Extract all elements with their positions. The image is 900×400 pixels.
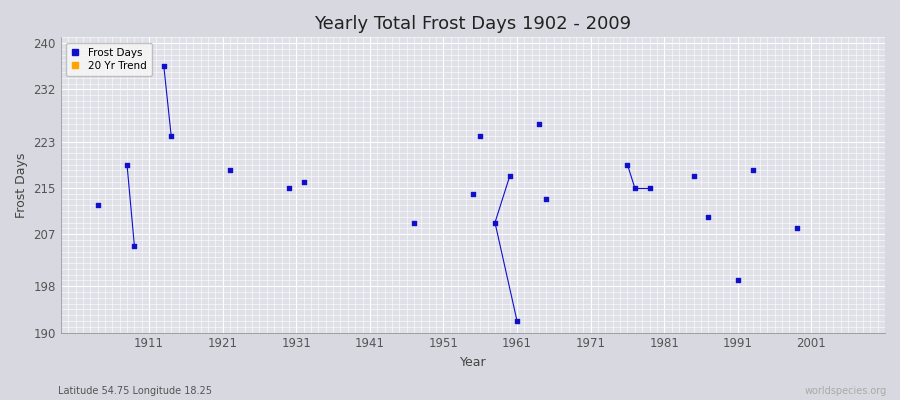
Point — [643, 185, 657, 191]
Point — [731, 277, 745, 284]
Y-axis label: Frost Days: Frost Days — [15, 152, 28, 218]
Point — [407, 219, 421, 226]
Title: Yearly Total Frost Days 1902 - 2009: Yearly Total Frost Days 1902 - 2009 — [314, 15, 632, 33]
Point — [164, 132, 178, 139]
Point — [620, 162, 634, 168]
Point — [502, 173, 517, 180]
Point — [127, 242, 141, 249]
Point — [627, 185, 642, 191]
Point — [488, 219, 502, 226]
Point — [157, 63, 171, 70]
Point — [539, 196, 554, 203]
Point — [745, 167, 760, 174]
Point — [701, 214, 716, 220]
Point — [789, 225, 804, 232]
Point — [465, 190, 480, 197]
Point — [282, 185, 296, 191]
Point — [120, 162, 134, 168]
Point — [223, 167, 238, 174]
X-axis label: Year: Year — [460, 356, 486, 369]
Point — [532, 121, 546, 127]
Point — [296, 179, 310, 185]
Text: worldspecies.org: worldspecies.org — [805, 386, 886, 396]
Point — [509, 318, 524, 324]
Point — [90, 202, 104, 208]
Point — [473, 132, 488, 139]
Point — [687, 173, 701, 180]
Text: Latitude 54.75 Longitude 18.25: Latitude 54.75 Longitude 18.25 — [58, 386, 212, 396]
Legend: Frost Days, 20 Yr Trend: Frost Days, 20 Yr Trend — [66, 42, 152, 76]
